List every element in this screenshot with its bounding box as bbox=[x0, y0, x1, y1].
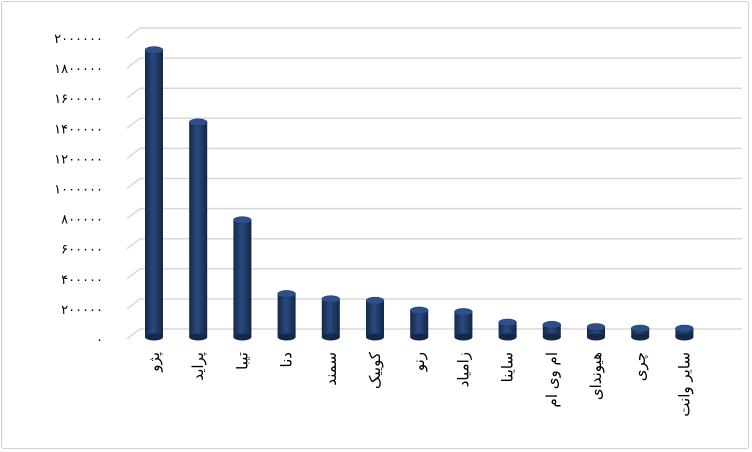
gridline-wall bbox=[126, 208, 141, 220]
bar-top bbox=[144, 46, 164, 54]
x-tick-label: تیبا bbox=[233, 352, 251, 370]
gridline-wall bbox=[126, 177, 141, 190]
bar bbox=[410, 310, 429, 337]
bar bbox=[366, 300, 384, 337]
bar-base bbox=[233, 333, 252, 341]
bar-base bbox=[410, 333, 429, 341]
y-tick-label: ۱۲۰۰۰۰۰ bbox=[54, 152, 103, 167]
bar-top bbox=[277, 290, 296, 298]
bar-base bbox=[498, 333, 517, 341]
bar-top bbox=[321, 295, 341, 303]
bar-top bbox=[454, 308, 473, 316]
y-axis: ۰ ۲۰۰۰۰۰ ۴۰۰۰۰۰ ۶۰۰۰۰۰ ۸۰۰۰۰۰ ۱۰۰۰۰۰۰ ۱۲۰۰۰۰۰ ۱… bbox=[54, 32, 103, 348]
bar-base bbox=[631, 333, 650, 341]
bar bbox=[145, 50, 163, 337]
gridline-wall bbox=[126, 298, 141, 310]
bar bbox=[675, 328, 694, 337]
bar-top bbox=[542, 320, 562, 329]
bar-top bbox=[365, 296, 385, 305]
bar-top bbox=[188, 118, 208, 127]
x-tick-label: دنا bbox=[278, 352, 296, 367]
x-tick-label: پراید bbox=[189, 352, 208, 381]
y-tick-label: ۰ bbox=[96, 333, 103, 348]
x-tick-label: سمند bbox=[322, 352, 340, 386]
x-tick-label: پژو bbox=[145, 352, 164, 373]
gridline-wall bbox=[126, 87, 141, 99]
y-tick-label: ۲۰۰۰۰۰ bbox=[61, 303, 103, 318]
bar-base bbox=[189, 333, 208, 341]
bar-top bbox=[630, 324, 650, 333]
bar-base bbox=[587, 333, 605, 341]
x-tick-label: هیوندای bbox=[587, 352, 605, 400]
y-tick-label: ۱۰۰۰۰۰۰ bbox=[54, 183, 103, 198]
x-tick-label: رنو bbox=[410, 352, 428, 372]
bar-base bbox=[675, 333, 694, 341]
x-tick-label: چری bbox=[631, 352, 649, 381]
gridline-wall bbox=[126, 27, 141, 39]
gridline-wall bbox=[126, 147, 141, 159]
y-tick-label: ۴۰۰۰۰۰ bbox=[61, 273, 103, 288]
y-tick-label: ۶۰۰۰۰۰ bbox=[61, 243, 103, 258]
bar-top bbox=[409, 306, 429, 315]
gridline-wall bbox=[126, 328, 141, 340]
bar bbox=[233, 220, 252, 337]
y-tick-label: ۱۴۰۰۰۰۰ bbox=[54, 122, 103, 137]
gridline-wall bbox=[126, 238, 141, 250]
bar bbox=[189, 122, 208, 337]
x-tick-label: ساینا bbox=[499, 352, 517, 382]
bar bbox=[631, 328, 650, 337]
bar bbox=[321, 299, 340, 337]
bar-top bbox=[498, 318, 517, 327]
bar-base bbox=[145, 333, 163, 341]
y-tick-label: ۲۰۰۰۰۰۰ bbox=[54, 32, 103, 47]
x-tick-label: سایر وانت bbox=[675, 352, 693, 417]
bar bbox=[277, 293, 296, 337]
y-tick-label: ۱۸۰۰۰۰۰ bbox=[54, 62, 103, 77]
x-tick-label: زامیاد bbox=[454, 352, 472, 387]
bar-base bbox=[277, 333, 296, 341]
bar-base bbox=[542, 333, 561, 341]
bar bbox=[454, 311, 473, 337]
x-tick-label: ام وی ام bbox=[543, 352, 561, 407]
bar bbox=[587, 326, 605, 337]
y-tick-label: ۱۶۰۰۰۰۰ bbox=[54, 92, 103, 107]
gridline-wall bbox=[126, 268, 141, 280]
gridlines bbox=[126, 27, 742, 340]
bar-base bbox=[321, 333, 340, 341]
gridline-wall bbox=[126, 57, 141, 69]
bar-top bbox=[675, 324, 694, 333]
x-tick-label: کوییک bbox=[366, 351, 384, 389]
bar-top bbox=[586, 323, 606, 331]
bar-base bbox=[366, 333, 384, 341]
x-axis: پژو پراید تیبا دنا سمند کوییک رنو زامیاد ساینا ام… bbox=[145, 351, 693, 417]
bar-base bbox=[454, 333, 473, 341]
bar bbox=[498, 322, 517, 337]
gridline-wall bbox=[126, 117, 141, 129]
bars bbox=[144, 46, 694, 341]
y-tick-label: ۸۰۰۰۰۰ bbox=[61, 213, 103, 228]
bar-top bbox=[233, 216, 252, 224]
